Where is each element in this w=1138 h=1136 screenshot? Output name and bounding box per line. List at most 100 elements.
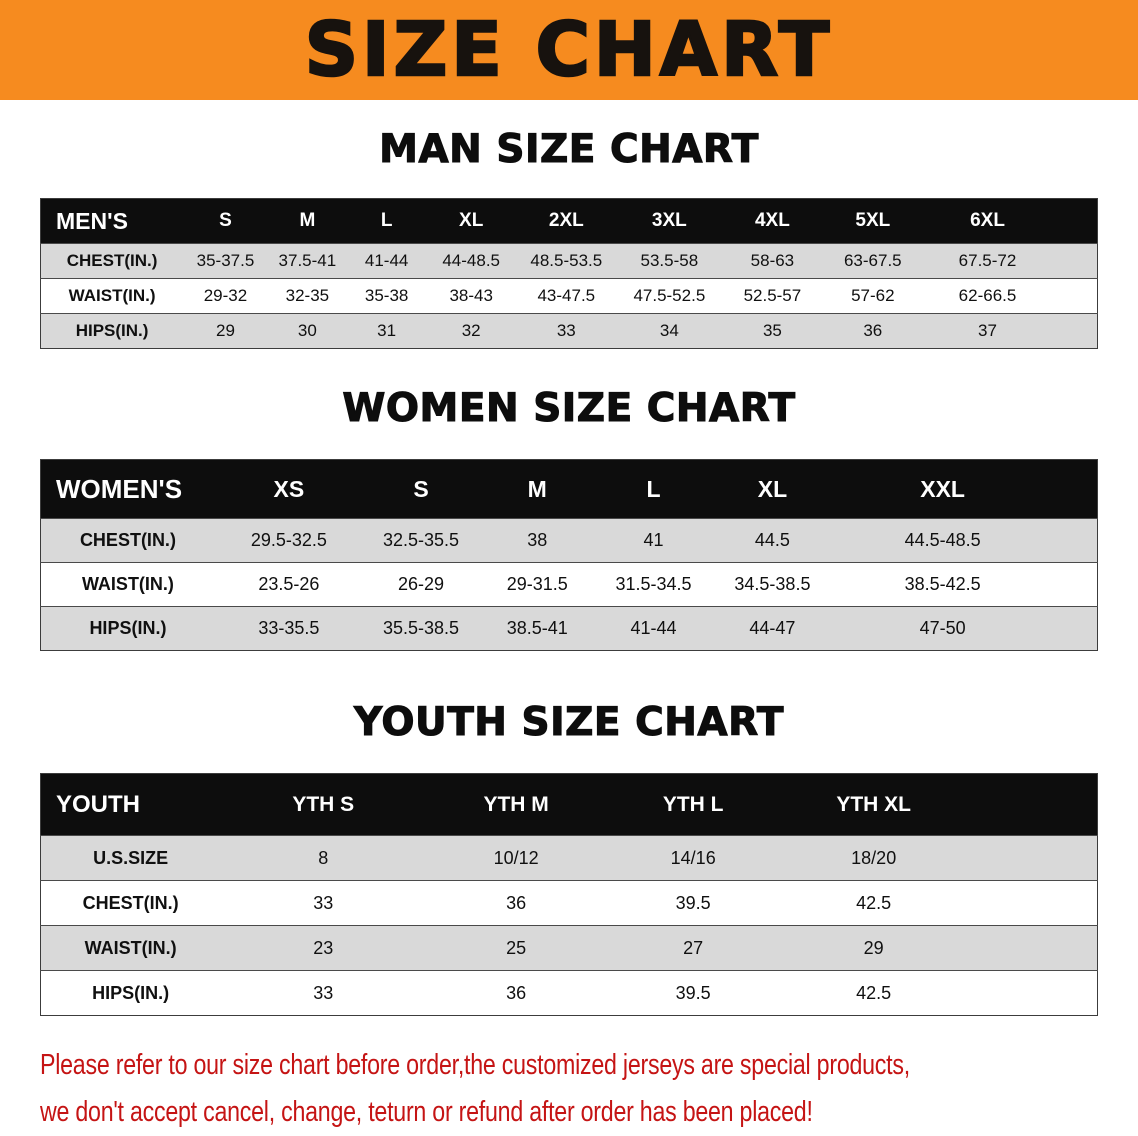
table-category-header: YOUTH	[40, 773, 221, 836]
size-value: 31.5-34.5	[595, 562, 712, 607]
men-size-section: MAN SIZE CHART MEN'S S M L XL 2XL 3XL 4XL 5XL 6XL…	[0, 126, 1138, 349]
table-row: CHEST(IN.) 33 36 39.5 42.5	[40, 880, 1098, 926]
size-column-header: S	[362, 459, 480, 519]
youth-section-heading: YOUTH SIZE CHART	[353, 699, 784, 745]
table-row: HIPS(IN.) 33 36 39.5 42.5	[40, 970, 1098, 1016]
size-value: 39.5	[605, 970, 781, 1016]
size-value: 53.5-58	[616, 243, 723, 279]
size-column-header: XL	[426, 198, 517, 244]
size-column-header: M	[479, 459, 596, 519]
size-value: 52.5-57	[722, 278, 823, 314]
order-policy-line-1: Please refer to our size chart before or…	[40, 1049, 910, 1081]
table-row: HIPS(IN.) 33-35.5 35.5-38.5 38.5-41 41-44 44-…	[40, 606, 1098, 651]
table-category-header: WOMEN'S	[40, 459, 215, 519]
size-value: 41-44	[347, 243, 427, 279]
table-row: CHEST(IN.) 35-37.5 37.5-41 41-44 44-48.5 48.5…	[40, 243, 1098, 279]
size-value: 42.5	[780, 880, 1098, 926]
men-section-heading: MAN SIZE CHART	[379, 126, 759, 172]
size-value: 41-44	[595, 606, 712, 651]
size-value: 18/20	[780, 835, 1098, 881]
size-value: 38-43	[426, 278, 517, 314]
size-value: 58-63	[722, 243, 823, 279]
page-title: SIZE CHART	[304, 7, 834, 93]
size-column-header: 4XL	[722, 198, 823, 244]
size-value: 38.5-42.5	[833, 562, 1098, 607]
size-value: 35-37.5	[183, 243, 268, 279]
size-value: 57-62	[822, 278, 924, 314]
size-value: 25	[426, 925, 606, 971]
row-label: U.S.SIZE	[40, 835, 221, 881]
size-value: 10/12	[426, 835, 606, 881]
size-column-header: XS	[214, 459, 363, 519]
banner: SIZE CHART	[0, 0, 1138, 100]
table-header-row: YOUTH YTH S YTH M YTH L YTH XL	[40, 773, 1098, 836]
size-value: 29.5-32.5	[214, 518, 363, 563]
size-column-header: 6XL	[923, 198, 1098, 244]
size-value: 31	[347, 313, 427, 349]
size-column-header: 3XL	[616, 198, 723, 244]
size-value: 37	[923, 313, 1098, 349]
size-value: 48.5-53.5	[516, 243, 617, 279]
row-label: HIPS(IN.)	[40, 606, 215, 651]
size-value: 26-29	[362, 562, 480, 607]
table-row: U.S.SIZE 8 10/12 14/16 18/20	[40, 835, 1098, 881]
size-value: 34.5-38.5	[711, 562, 834, 607]
row-label: CHEST(IN.)	[40, 880, 221, 926]
size-value: 33	[220, 970, 427, 1016]
size-column-header: 2XL	[516, 198, 617, 244]
size-value: 63-67.5	[822, 243, 924, 279]
size-value: 33	[516, 313, 617, 349]
size-value: 47.5-52.5	[616, 278, 723, 314]
table-row: WAIST(IN.) 29-32 32-35 35-38 38-43 43-47.5 47.…	[40, 278, 1098, 314]
size-value: 27	[605, 925, 781, 971]
size-column-header: XL	[711, 459, 834, 519]
table-header-row: MEN'S S M L XL 2XL 3XL 4XL 5XL 6XL	[40, 198, 1098, 244]
row-label: HIPS(IN.)	[40, 313, 184, 349]
size-value: 29	[183, 313, 268, 349]
row-label: HIPS(IN.)	[40, 970, 221, 1016]
size-column-header: YTH M	[426, 773, 606, 836]
size-column-header: S	[183, 198, 268, 244]
size-value: 36	[822, 313, 924, 349]
women-section-heading: WOMEN SIZE CHART	[342, 385, 796, 431]
size-value: 39.5	[605, 880, 781, 926]
size-value: 32	[426, 313, 517, 349]
size-value: 32.5-35.5	[362, 518, 480, 563]
size-value: 14/16	[605, 835, 781, 881]
size-value: 29	[780, 925, 1098, 971]
size-value: 42.5	[780, 970, 1098, 1016]
youth-size-section: YOUTH SIZE CHART YOUTH YTH S YTH M YTH L YTH…	[0, 699, 1138, 1016]
size-value: 62-66.5	[923, 278, 1098, 314]
size-value: 41	[595, 518, 712, 563]
size-column-header: L	[347, 198, 427, 244]
size-value: 44.5	[711, 518, 834, 563]
order-policy-line-2: we don't accept cancel, change, teturn o…	[40, 1096, 813, 1128]
row-label: WAIST(IN.)	[40, 562, 215, 607]
size-value: 38.5-41	[479, 606, 596, 651]
table-row: HIPS(IN.) 29 30 31 32 33 34 35 36 37	[40, 313, 1098, 349]
size-value: 30	[267, 313, 347, 349]
size-value: 35-38	[347, 278, 427, 314]
table-header-row: WOMEN'S XS S M L XL XXL	[40, 459, 1098, 519]
size-column-header: YTH L	[605, 773, 781, 836]
size-column-header: YTH S	[220, 773, 427, 836]
size-value: 44-48.5	[426, 243, 517, 279]
size-value: 32-35	[267, 278, 347, 314]
women-size-section: WOMEN SIZE CHART WOMEN'S XS S M L XL XXL CHEST(…	[0, 385, 1138, 651]
size-value: 36	[426, 970, 606, 1016]
size-value: 37.5-41	[267, 243, 347, 279]
youth-size-table: YOUTH YTH S YTH M YTH L YTH XL U.S.SIZE 8 10/12…	[40, 773, 1098, 1016]
size-column-header: XXL	[833, 459, 1098, 519]
size-value: 36	[426, 880, 606, 926]
size-value: 8	[220, 835, 427, 881]
order-policy-note: Please refer to our size chart before or…	[40, 1042, 1138, 1136]
size-column-header: L	[595, 459, 712, 519]
row-label: CHEST(IN.)	[40, 518, 215, 563]
size-value: 33	[220, 880, 427, 926]
size-value: 67.5-72	[923, 243, 1098, 279]
size-value: 35.5-38.5	[362, 606, 480, 651]
row-label: WAIST(IN.)	[40, 925, 221, 971]
size-value: 23	[220, 925, 427, 971]
size-value: 23.5-26	[214, 562, 363, 607]
